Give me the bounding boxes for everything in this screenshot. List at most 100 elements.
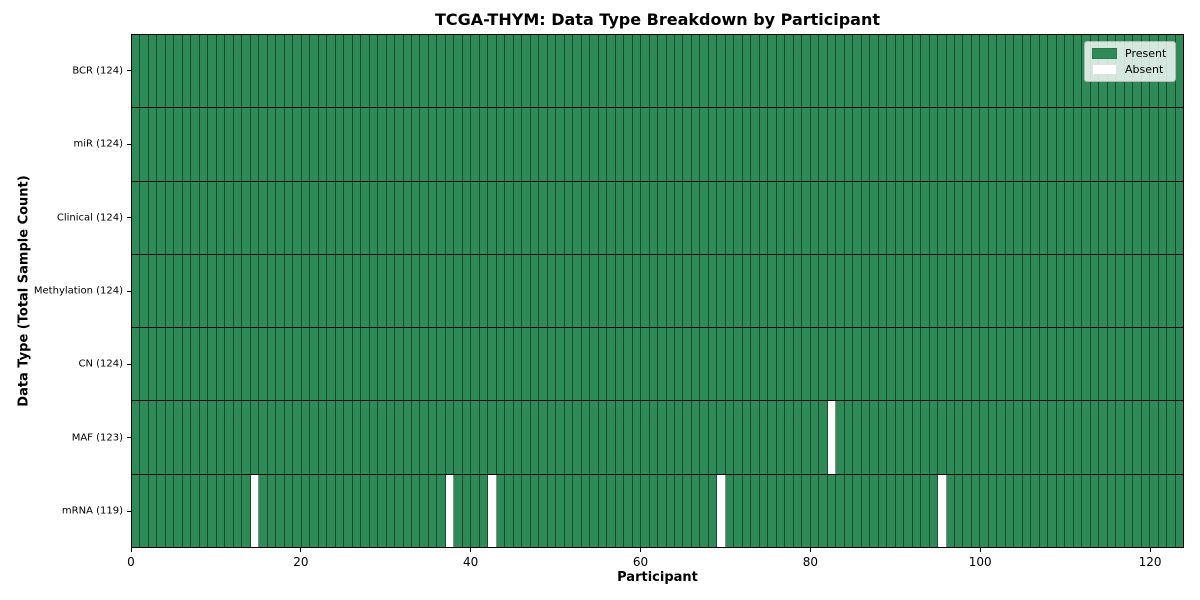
heatmap-cell: [505, 35, 514, 108]
heatmap-cell: [1048, 181, 1057, 254]
heatmap-cell: [929, 35, 939, 108]
heatmap-cell: [581, 108, 591, 181]
heatmap-cell: [980, 328, 989, 401]
heatmap-cell: [1065, 401, 1074, 474]
heatmap-cell: [827, 108, 837, 181]
heatmap-cell: [946, 35, 955, 108]
y-tick-label: BCR (124): [72, 65, 123, 77]
heatmap-cell: [938, 401, 947, 474]
heatmap-cell: [284, 328, 294, 401]
heatmap-cell: [938, 181, 947, 254]
x-tick-label: 120: [1138, 555, 1162, 569]
heatmap-cell: [946, 328, 955, 401]
heatmap-cell: [870, 474, 879, 547]
heatmap-cell: [539, 108, 548, 181]
heatmap-cell: [191, 474, 200, 547]
heatmap-cell: [1090, 328, 1100, 401]
heatmap-cell: [666, 35, 675, 108]
heatmap-cell: [810, 474, 820, 547]
heatmap-cell: [997, 474, 1006, 547]
heatmap-cell: [1039, 474, 1049, 547]
heatmap-cell: [768, 35, 777, 108]
heatmap-row: [132, 254, 1184, 329]
heatmap-cell: [971, 35, 981, 108]
heatmap-cell: [708, 401, 718, 474]
heatmap-cell: [1022, 108, 1032, 181]
heatmap-cell: [878, 108, 888, 181]
heatmap-cell: [318, 474, 328, 547]
y-tick-label: miR (124): [73, 138, 123, 150]
heatmap-cell: [658, 108, 667, 181]
heatmap-cell: [708, 35, 718, 108]
heatmap-cell: [607, 35, 616, 108]
heatmap-cell: [157, 474, 166, 547]
heatmap-cell: [708, 254, 718, 328]
heatmap-cell: [233, 401, 243, 474]
heatmap-cell: [700, 254, 709, 328]
heatmap-cell: [1124, 181, 1134, 254]
heatmap-cell: [403, 108, 412, 181]
heatmap-cell: [988, 474, 998, 547]
heatmap-cell: [819, 108, 828, 181]
heatmap-cell: [844, 474, 854, 547]
heatmap-cell: [632, 35, 642, 108]
x-tick-mark: [1149, 548, 1151, 552]
heatmap-cell: [276, 328, 285, 401]
heatmap-cell: [445, 181, 455, 254]
heatmap-cell: [963, 108, 972, 181]
heatmap-cell: [564, 181, 574, 254]
heatmap-cell: [344, 401, 353, 474]
heatmap-cell: [1150, 254, 1159, 328]
heatmap-cell: [819, 401, 828, 474]
heatmap-cell: [751, 401, 760, 474]
heatmap-cell: [1099, 108, 1108, 181]
heatmap-cell: [522, 474, 531, 547]
heatmap-cell: [700, 401, 709, 474]
heatmap-cell: [997, 181, 1006, 254]
heatmap-cell: [352, 401, 362, 474]
heatmap-cell: [717, 254, 726, 328]
heatmap-cell: [284, 108, 294, 181]
heatmap-cell: [1039, 401, 1049, 474]
heatmap-cell: [378, 254, 387, 328]
heatmap-cell: [454, 181, 463, 254]
heatmap-cell: [675, 35, 684, 108]
heatmap-cell: [293, 328, 302, 401]
heatmap-cell: [1167, 474, 1176, 547]
heatmap-cell: [530, 474, 540, 547]
heatmap-cell: [395, 108, 404, 181]
heatmap-cell: [496, 401, 506, 474]
heatmap-cell: [1175, 108, 1184, 181]
heatmap-cell: [437, 35, 446, 108]
heatmap-cell: [199, 474, 209, 547]
heatmap-cell: [564, 401, 574, 474]
heatmap-cell: [649, 401, 659, 474]
heatmap-cell: [454, 401, 463, 474]
heatmap-cell: [132, 181, 141, 254]
heatmap-cell: [1082, 108, 1091, 181]
heatmap-cell: [1107, 254, 1117, 328]
heatmap-cell: [1005, 35, 1015, 108]
heatmap-cell: [259, 35, 268, 108]
y-tick-mark: [127, 70, 131, 72]
heatmap-cell: [1048, 254, 1057, 328]
heatmap-cell: [734, 35, 743, 108]
heatmap-cell: [1150, 474, 1159, 547]
heatmap-cell: [615, 254, 625, 328]
heatmap-cell: [165, 328, 175, 401]
heatmap-cell: [691, 108, 701, 181]
heatmap-cell: [395, 474, 404, 547]
heatmap-cell: [632, 254, 642, 328]
heatmap-cell: [904, 254, 913, 328]
y-tick-mark: [127, 217, 131, 219]
heatmap-cell: [683, 181, 692, 254]
heatmap-cell: [675, 108, 684, 181]
heatmap-cell: [921, 474, 930, 547]
heatmap-cell: [980, 181, 989, 254]
heatmap-cell: [488, 328, 497, 401]
heatmap-cell: [1031, 401, 1040, 474]
heatmap-cell: [997, 401, 1006, 474]
heatmap-cell: [1141, 328, 1151, 401]
heatmap-cell: [513, 108, 523, 181]
heatmap-cell: [810, 401, 820, 474]
